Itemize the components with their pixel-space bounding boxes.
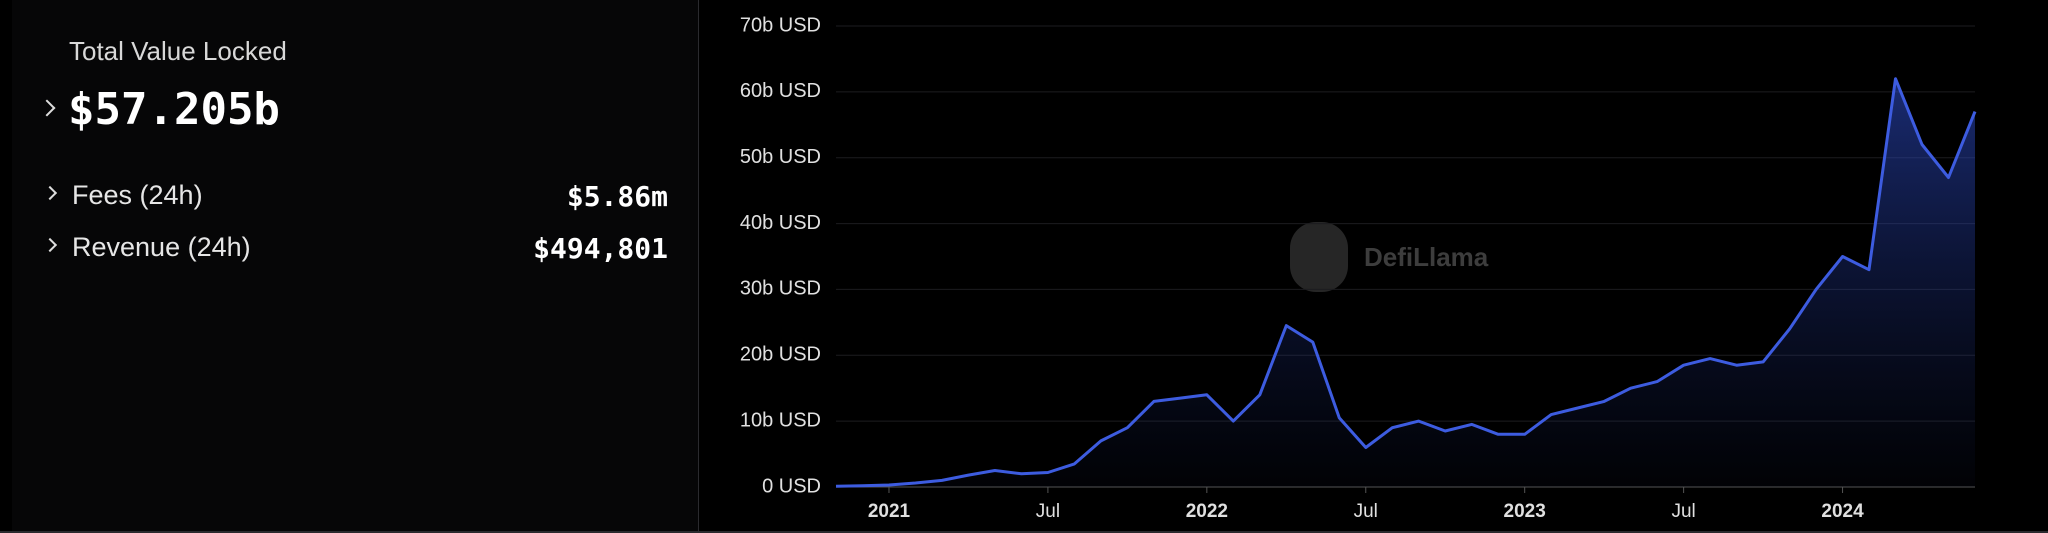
x-tick-label: 2023 bbox=[1504, 501, 1546, 522]
x-tick-label: 2021 bbox=[868, 501, 911, 522]
y-tick-label: 40b USD bbox=[740, 212, 821, 234]
x-tick-label: Jul bbox=[1036, 501, 1060, 522]
y-tick-label: 60b USD bbox=[740, 80, 821, 102]
area-fill bbox=[836, 78, 1975, 487]
area-line bbox=[835, 77, 1977, 488]
y-tick-label: 20b USD bbox=[740, 344, 821, 366]
frame-border bbox=[0, 531, 2048, 533]
watermark: DefiLlama bbox=[1290, 222, 1489, 292]
revenue-label[interactable]: Revenue (24h) bbox=[72, 232, 251, 262]
x-tick-label: 2024 bbox=[1821, 501, 1864, 522]
x-tick-label: Jul bbox=[1354, 501, 1378, 522]
x-tick-label: Jul bbox=[1671, 501, 1695, 522]
x-tick-label: 2022 bbox=[1186, 501, 1228, 522]
tvl-label: Total Value Locked bbox=[69, 36, 287, 66]
y-tick-label: 50b USD bbox=[740, 146, 821, 168]
y-tick-label: 0 USD bbox=[762, 475, 821, 497]
fees-label[interactable]: Fees (24h) bbox=[72, 180, 203, 210]
tvl-value: $57.205b bbox=[68, 84, 280, 135]
watermark-text: DefiLlama bbox=[1364, 242, 1489, 272]
stats-panel: Total Value Locked $57.205b Fees (24h) $… bbox=[12, 0, 699, 531]
fees-value: $5.86m bbox=[566, 180, 668, 213]
y-tick-label: 70b USD bbox=[740, 14, 821, 36]
y-tick-label: 10b USD bbox=[740, 409, 821, 431]
y-tick-label: 30b USD bbox=[740, 278, 821, 300]
revenue-value: $494,801 bbox=[533, 232, 668, 265]
